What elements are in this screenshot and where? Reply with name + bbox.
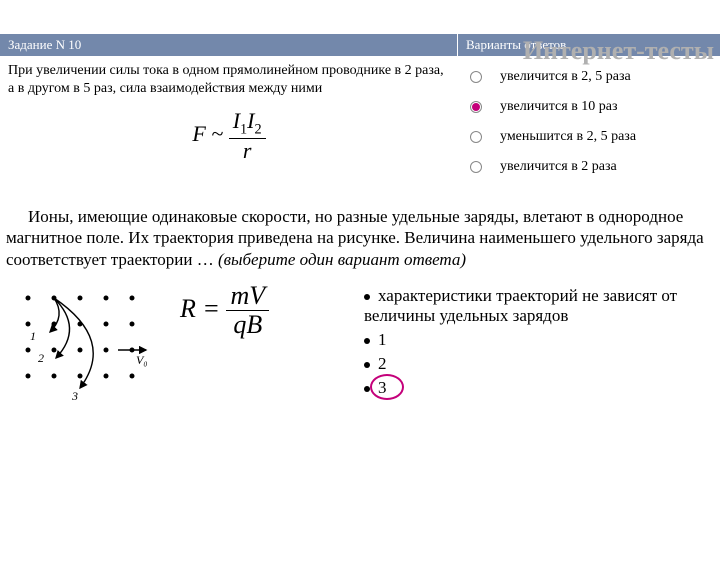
selection-circle bbox=[370, 374, 404, 400]
answer-label: 1 bbox=[378, 330, 387, 349]
answer-label: увеличится в 2, 5 раза bbox=[500, 69, 631, 85]
q2-diagram: 12 3 V₀ bbox=[0, 282, 180, 408]
answer-option[interactable]: 1 bbox=[364, 330, 712, 350]
bullet-icon bbox=[364, 338, 370, 344]
radio-icon[interactable] bbox=[470, 131, 482, 143]
answer-label: увеличится в 2 раза bbox=[500, 159, 617, 175]
site-title: Интернет-тесты bbox=[523, 36, 714, 66]
answer-label: 2 bbox=[378, 354, 387, 373]
answer-option[interactable]: увеличится в 2 раза bbox=[458, 152, 720, 182]
svg-text:3: 3 bbox=[71, 389, 78, 403]
answer-label: увеличится в 10 раз bbox=[500, 99, 618, 115]
answer-option[interactable]: уменьшится в 2, 5 раза bbox=[458, 122, 720, 152]
svg-text:V₀: V₀ bbox=[136, 353, 148, 367]
svg-text:1: 1 bbox=[30, 329, 36, 343]
answer-option[interactable]: характеристики траекторий не зависят от … bbox=[364, 286, 712, 326]
trajectory-diagram: 12 3 V₀ bbox=[18, 288, 168, 408]
q1-task-label: Задание N 10 bbox=[0, 34, 458, 56]
answer-label: 3 bbox=[378, 378, 387, 398]
radio-icon[interactable] bbox=[470, 71, 482, 83]
bullet-icon bbox=[364, 386, 370, 392]
answer-option[interactable]: 3 bbox=[364, 378, 712, 398]
q1-formula: F ~ I1I2r bbox=[8, 109, 450, 163]
q1-answers: увеличится в 2, 5 раза увеличится в 10 ра… bbox=[458, 56, 720, 186]
q2-formula: R = mVqB bbox=[180, 282, 360, 340]
answer-option[interactable]: 2 bbox=[364, 354, 712, 374]
answer-option[interactable]: увеличится в 10 раз bbox=[458, 92, 720, 122]
bullet-icon bbox=[364, 362, 370, 368]
answer-option[interactable]: увеличится в 2, 5 раза bbox=[458, 62, 720, 92]
q1-text-column: При увеличении силы тока в одном прямоли… bbox=[0, 56, 458, 186]
q2-answers: характеристики траекторий не зависят от … bbox=[360, 282, 720, 402]
q1-body: При увеличении силы тока в одном прямоли… bbox=[0, 56, 720, 186]
q1-question-text: При увеличении силы тока в одном прямоли… bbox=[8, 62, 450, 97]
answer-label: уменьшится в 2, 5 раза bbox=[500, 129, 636, 145]
q2-question-text: Ионы, имеющие одинаковые скорости, но ра… bbox=[0, 196, 720, 274]
bullet-icon bbox=[364, 294, 370, 300]
q2-body: 123V₀ R = mVqB характеристики траекторий… bbox=[0, 282, 720, 408]
radio-icon[interactable] bbox=[470, 161, 482, 173]
svg-text:2: 2 bbox=[38, 351, 44, 365]
radio-icon[interactable] bbox=[470, 101, 482, 113]
answer-label: характеристики траекторий не зависят от … bbox=[364, 286, 677, 325]
